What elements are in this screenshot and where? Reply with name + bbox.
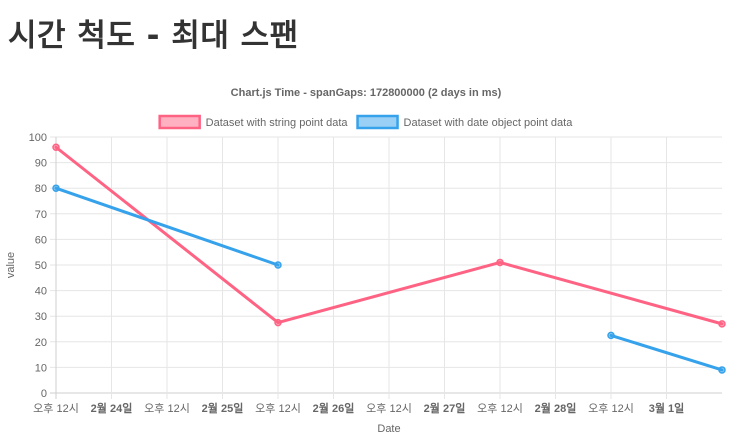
data-point xyxy=(718,366,726,374)
x-tick-label: 2월 25일 xyxy=(202,401,244,415)
x-tick-label: 오후 12시 xyxy=(588,402,634,415)
y-tick-label: 60 xyxy=(35,234,47,246)
series-line-1 xyxy=(54,145,724,326)
x-tick-label: 2월 27일 xyxy=(424,401,466,415)
y-tick-label: 0 xyxy=(41,388,47,400)
x-tick-label: 오후 12시 xyxy=(477,402,523,415)
data-point xyxy=(52,143,60,151)
page-title: 시간 척도 - 최대 스팬 xyxy=(8,18,299,54)
x-tick-label: 오후 12시 xyxy=(255,402,301,415)
x-tick-label: 3월 1일 xyxy=(649,401,685,415)
y-tick-label: 10 xyxy=(35,362,47,374)
chart-axes: 0 10 20 30 40 50 60 70 80 90 100 오후 12시 2월 24일 오후 12시… xyxy=(29,132,685,415)
x-tick-label: 오후 12시 xyxy=(366,402,412,415)
data-point xyxy=(496,258,504,267)
data-point xyxy=(274,261,282,269)
data-point xyxy=(718,320,726,328)
y-tick-label: 20 xyxy=(35,337,47,349)
x-tick-label: 2월 28일 xyxy=(535,401,577,415)
x-tick-label: 오후 12시 xyxy=(144,402,190,415)
y-axis-label: value xyxy=(5,252,17,278)
x-tick-label: 2월 24일 xyxy=(91,401,133,415)
y-tick-label: 30 xyxy=(35,311,47,323)
legend-swatch-2 xyxy=(356,114,399,130)
legend-label-2: Dataset with date object point data xyxy=(404,117,574,129)
x-axis-label: Date xyxy=(377,423,400,435)
chart-series xyxy=(52,143,726,374)
y-tick-label: 80 xyxy=(35,183,47,195)
chart-grid xyxy=(50,136,722,399)
x-tick-label: 2월 26일 xyxy=(313,401,355,415)
legend-swatch-1 xyxy=(158,114,201,130)
data-point xyxy=(52,184,60,192)
y-tick-label: 40 xyxy=(35,286,47,298)
legend-label-1: Dataset with string point data xyxy=(206,117,349,129)
chart-legend: Dataset with string point data Dataset wi… xyxy=(158,114,574,130)
y-tick-label: 90 xyxy=(35,158,47,170)
y-tick-label: 70 xyxy=(35,209,47,221)
y-tick-label: 50 xyxy=(35,260,47,272)
data-point xyxy=(607,331,615,340)
y-tick-label: 100 xyxy=(29,132,47,144)
series-line-2 xyxy=(54,186,280,267)
series-line-2 xyxy=(609,333,724,372)
chart-title: Chart.js Time - spanGaps: 172800000 (2 d… xyxy=(231,87,502,99)
x-tick-label: 오후 12시 xyxy=(33,402,79,415)
data-point xyxy=(274,318,282,327)
